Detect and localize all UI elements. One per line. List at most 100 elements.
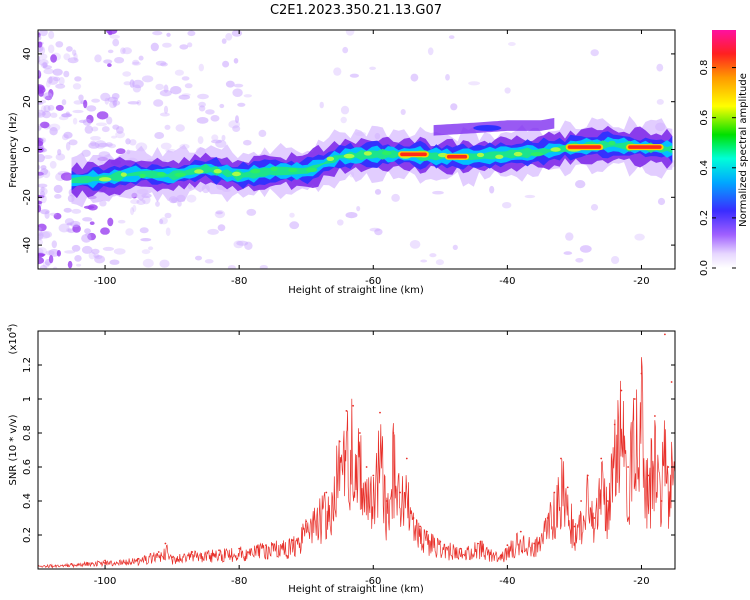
noise-speck: [38, 253, 45, 258]
noise-speck: [61, 99, 67, 106]
noise-speck: [657, 197, 666, 206]
noise-speck: [141, 75, 154, 83]
noise-speck: [233, 83, 244, 88]
snr-point: [667, 466, 670, 468]
spectrogram-axes: -100 -80 -60 -40 -20 -40 -20 0 20 40: [22, 30, 675, 287]
noise-speck: [160, 62, 168, 67]
noise-speck: [38, 233, 43, 241]
noise-speck: [49, 127, 58, 136]
y-tick-label: 1: [22, 396, 33, 402]
noise-speck: [136, 100, 142, 106]
noise-speck: [38, 256, 45, 265]
ridge-highlight-blob: [608, 140, 616, 146]
ridge-highlight-blob: [381, 150, 392, 156]
snr-line: [38, 357, 675, 569]
noise-speck: [243, 94, 252, 98]
snr-point: [506, 544, 509, 547]
noise-speck: [38, 140, 44, 147]
noise-speck: [115, 131, 125, 139]
noise-speck: [38, 153, 45, 163]
noise-speck: [184, 83, 193, 89]
spectrogram-x-axis-label: Height of straight line (km): [288, 285, 424, 296]
noise-speck: [504, 87, 511, 94]
noise-speck: [108, 30, 113, 36]
noise-speck: [83, 205, 95, 209]
noise-speck: [91, 126, 99, 132]
noise-speck: [94, 54, 102, 63]
noise-speck: [429, 253, 437, 258]
noise-speck: [153, 99, 164, 107]
noise-speck: [38, 231, 44, 240]
snr-point: [70, 563, 73, 565]
noise-speck: [123, 81, 132, 86]
noise-speck: [237, 102, 246, 107]
noise-speck: [97, 142, 109, 148]
noise-speck: [565, 232, 574, 241]
noise-speck: [106, 116, 113, 125]
noise-speck: [84, 228, 91, 235]
noise-speck: [432, 190, 444, 195]
noise-speck: [154, 132, 165, 139]
noise-speck: [66, 46, 73, 52]
snr-point: [291, 539, 294, 541]
x-tick-label: -80: [231, 576, 247, 587]
noise-speck: [170, 86, 182, 95]
noise-speck: [39, 99, 47, 104]
noise-speck: [113, 248, 126, 255]
noise-speck: [186, 194, 197, 203]
noise-speck: [67, 57, 79, 64]
noise-speck: [319, 101, 324, 109]
noise-speck: [71, 244, 81, 252]
noise-speck: [130, 207, 135, 216]
noise-speck: [38, 171, 44, 179]
noise-speck: [120, 47, 126, 55]
noise-speck: [225, 33, 233, 41]
ridge-highlight-blob: [288, 167, 298, 173]
noise-speck: [39, 30, 48, 37]
noise-speck: [39, 121, 50, 129]
noise-speck: [40, 165, 47, 170]
snr-point: [459, 547, 462, 550]
noise-speck: [94, 140, 107, 149]
noise-speck: [107, 63, 112, 67]
noise-speck: [53, 212, 62, 220]
noise-speck: [53, 184, 63, 194]
noise-speck: [73, 53, 78, 61]
noise-speck: [42, 110, 51, 119]
noise-speck: [107, 49, 114, 54]
noise-speck: [112, 99, 118, 108]
noise-speck: [38, 69, 41, 77]
noise-speck: [160, 142, 172, 150]
noise-speck: [611, 256, 620, 264]
noise-speck: [195, 255, 202, 261]
noise-speck: [217, 224, 226, 232]
y-tick-label: 1.2: [22, 357, 33, 373]
noise-speck: [502, 202, 512, 209]
noise-speck: [132, 79, 144, 89]
noise-speck: [590, 204, 599, 211]
y-tick-label: 0.2: [22, 527, 33, 543]
noise-speck: [107, 143, 116, 149]
noise-speck: [231, 30, 243, 37]
snr-point: [580, 500, 582, 502]
x-tick-label: -100: [94, 576, 117, 587]
y-tick-label: 20: [22, 95, 33, 108]
noise-speck: [179, 44, 189, 50]
noise-speck: [198, 101, 206, 108]
noise-speck: [41, 231, 53, 238]
noise-speck: [112, 38, 120, 47]
snr-point: [405, 457, 408, 460]
noise-speck: [409, 240, 421, 249]
noise-speck: [181, 76, 190, 81]
noise-speck: [159, 217, 168, 225]
noise-speck: [244, 241, 253, 250]
noise-speck: [74, 76, 82, 82]
noise-speck: [38, 70, 42, 79]
noise-speck: [56, 250, 62, 257]
ridge-highlight-blob: [270, 166, 278, 171]
noise-speck: [52, 266, 58, 269]
ridge-highlight-blob: [326, 156, 335, 161]
snr-y-axis-label: SNR (10 * v/v): [8, 414, 19, 485]
snr-point: [426, 530, 428, 533]
